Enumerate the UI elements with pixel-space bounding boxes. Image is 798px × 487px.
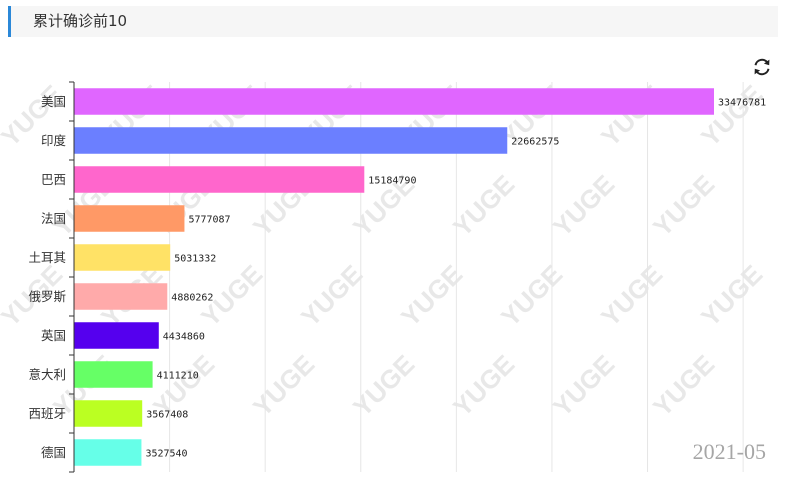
- bar-value-label: 4434860: [163, 332, 205, 343]
- category-label: 印度: [41, 133, 67, 148]
- watermark-text: YUGE: [547, 169, 620, 242]
- watermark-text: YUGE: [295, 259, 368, 332]
- watermark-text: YUGE: [647, 169, 720, 242]
- timeline-date-label: 2021-05: [693, 439, 766, 464]
- bar-value-label: 3527540: [145, 449, 187, 460]
- category-label: 意大利: [28, 367, 66, 382]
- bar: [74, 361, 153, 388]
- watermark-text: YUGE: [347, 349, 420, 422]
- bar-value-label: 4111210: [157, 371, 199, 382]
- watermark-text: YUGE: [547, 349, 620, 422]
- bar-value-label: 4880262: [171, 293, 213, 304]
- bar: [74, 400, 143, 427]
- bar-value-label: 5777087: [188, 215, 230, 226]
- bar-value-label: 33476781: [718, 98, 766, 109]
- bar: [74, 166, 365, 193]
- category-label: 法国: [41, 211, 66, 226]
- category-label: 巴西: [41, 172, 66, 187]
- category-label: 德国: [41, 445, 66, 460]
- watermark-text: YUGE: [495, 259, 568, 332]
- bar-value-label: 22662575: [511, 137, 559, 148]
- watermark-text: YUGE: [695, 259, 768, 332]
- bar-value-label: 15184790: [368, 176, 416, 187]
- bar: [74, 322, 159, 349]
- watermark-text: YUGE: [395, 259, 468, 332]
- category-label: 俄罗斯: [28, 289, 66, 304]
- bar-value-label: 3567408: [146, 410, 188, 421]
- category-label: 美国: [41, 94, 66, 109]
- refresh-button[interactable]: [751, 56, 773, 78]
- watermark-text: YUGE: [247, 349, 320, 422]
- category-label: 英国: [41, 328, 66, 343]
- category-label: 西班牙: [28, 406, 66, 421]
- bar: [74, 205, 185, 232]
- category-label: 土耳其: [28, 250, 66, 265]
- watermark-text: YUGE: [447, 169, 520, 242]
- bar: [74, 244, 171, 271]
- bars-layer: 33476781 美国 22662575 印度 15184790 巴西 5777087 法国 5…: [28, 88, 766, 466]
- watermark-text: YUGE: [595, 259, 668, 332]
- axis-layer: [69, 81, 75, 473]
- watermark-text: YUGE: [447, 349, 520, 422]
- bar: [74, 88, 714, 115]
- bar: [74, 127, 508, 154]
- panel-title: 累计确诊前10: [33, 12, 128, 30]
- refresh-icon: [754, 58, 770, 76]
- bar-value-label: 5031332: [174, 254, 216, 265]
- bar: [74, 439, 142, 466]
- watermark-text: YUGE: [647, 349, 720, 422]
- bar: [74, 283, 168, 310]
- panel-header: 累计确诊前10: [8, 6, 778, 37]
